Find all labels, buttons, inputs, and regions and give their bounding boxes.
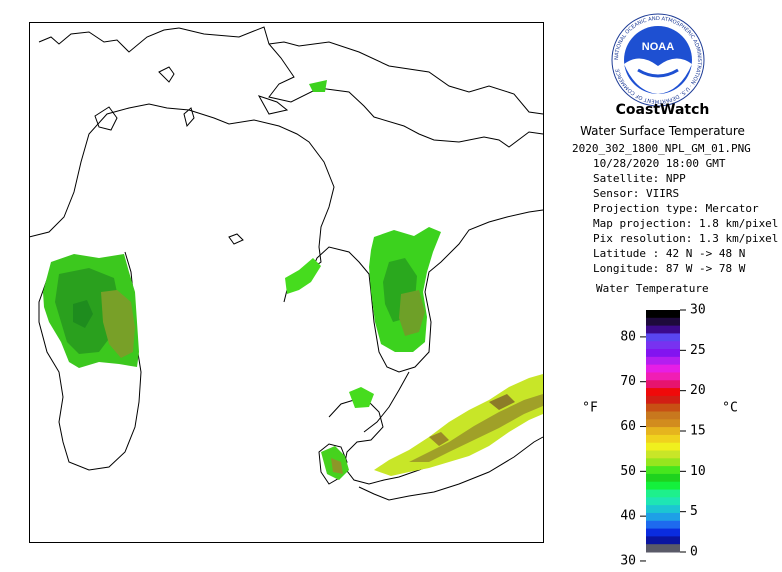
scale-swatch [646, 536, 680, 545]
app-title: CoastWatch [615, 102, 710, 118]
celsius-tick-label: 10 [690, 464, 706, 479]
fahrenheit-tick-label: 40 [620, 509, 636, 524]
celsius-tick-label: 15 [690, 424, 706, 439]
scale-swatch [646, 349, 680, 358]
scale-swatch [646, 325, 680, 334]
noaa-logo: NOAA NATIONAL OCEANIC AND ATMOSPHERIC AD… [611, 13, 705, 107]
lake-michigan-sst [43, 254, 139, 368]
logo-noaa-text: NOAA [642, 41, 674, 53]
fahrenheit-tick-label: 30 [620, 553, 636, 568]
scale-swatch [646, 411, 680, 420]
fahrenheit-tick-label: 70 [620, 374, 636, 389]
lake-huron-sst [285, 227, 441, 352]
scale-swatch [646, 356, 680, 366]
fahrenheit-tick-label: 80 [620, 329, 636, 344]
scale-swatch [646, 364, 680, 373]
fahrenheit-unit-label: °F [582, 401, 598, 416]
info-satellite: Satellite: NPP [593, 172, 686, 185]
fahrenheit-tick-label: 60 [620, 419, 636, 434]
scale-swatch [646, 505, 680, 514]
celsius-tick-label: 30 [690, 303, 706, 318]
scale-swatch [646, 544, 680, 553]
scale-swatch [646, 419, 680, 428]
scale-swatch [646, 427, 680, 436]
scale-swatch [646, 395, 680, 405]
celsius-tick-label: 25 [690, 343, 706, 358]
info-pix-resolution: Pix resolution: 1.3 km/pixel [593, 232, 779, 245]
scale-swatch [646, 489, 680, 498]
scale-swatch [646, 388, 680, 397]
scale-swatch [646, 458, 680, 467]
scale-swatch [646, 380, 680, 389]
fahrenheit-tick-label: 50 [620, 464, 636, 479]
scale-swatch [646, 310, 680, 319]
scale-swatch [646, 317, 680, 327]
scale-swatch [646, 333, 680, 342]
info-datetime: 10/28/2020 18:00 GMT [593, 157, 726, 170]
scale-swatch [646, 466, 680, 475]
lake-erie-sst [309, 80, 543, 480]
scale-swatch [646, 341, 680, 350]
coastlines [29, 26, 544, 501]
scale-swatch [646, 442, 680, 452]
celsius-unit-label: °C [722, 401, 738, 416]
legend-title: Water Temperature [596, 282, 709, 295]
celsius-tick-label: 0 [690, 545, 698, 560]
info-latitude: Latitude : 42 N -> 48 N [593, 247, 746, 260]
great-lakes-temperature-map [29, 22, 544, 543]
scale-swatch [646, 497, 680, 506]
product-subtitle: Water Surface Temperature [580, 124, 745, 138]
scale-swatch [646, 473, 680, 483]
celsius-tick-label: 5 [690, 504, 698, 519]
scale-swatch [646, 520, 680, 530]
celsius-tick-label: 20 [690, 383, 706, 398]
info-projection-type: Projection type: Mercator [593, 202, 759, 215]
scale-swatch [646, 528, 680, 537]
scale-swatch [646, 481, 680, 491]
scale-swatch [646, 450, 680, 459]
info-map-projection: Map projection: 1.8 km/pixel [593, 217, 779, 230]
scale-swatch [646, 512, 680, 522]
info-longitude: Longitude: 87 W -> 78 W [593, 262, 746, 275]
info-filename: 2020_302_1800_NPL_GM_01.PNG [572, 142, 751, 155]
scale-swatch [646, 434, 680, 444]
scale-swatch [646, 403, 680, 412]
scale-swatch [646, 372, 680, 381]
info-sensor: Sensor: VIIRS [593, 187, 680, 200]
